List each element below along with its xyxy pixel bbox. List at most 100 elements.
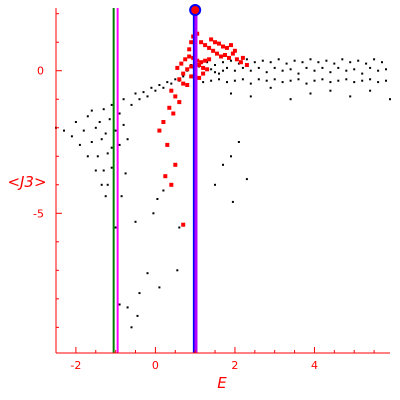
black-data-point (237, 141, 240, 143)
red-data-point (207, 45, 212, 50)
black-data-point (337, 79, 340, 82)
line-top-marker (189, 4, 202, 16)
black-data-point (78, 143, 81, 146)
black-data-point (230, 155, 232, 158)
black-data-point (245, 58, 248, 61)
x-tick-label: 2 (231, 359, 238, 372)
red-data-point (221, 44, 225, 49)
axes (55, 8, 390, 354)
red-data-point (183, 57, 188, 62)
black-data-point (70, 135, 73, 138)
black-data-point (265, 79, 268, 82)
black-data-point (230, 92, 232, 95)
red-data-point (207, 57, 212, 62)
black-data-point (297, 72, 300, 75)
red-data-point (171, 111, 176, 116)
black-data-point (365, 62, 368, 65)
black-data-point (74, 121, 77, 123)
black-data-point (281, 81, 284, 84)
black-data-point (146, 272, 149, 275)
black-data-point (353, 81, 356, 84)
black-data-point (369, 78, 372, 81)
black-data-point (233, 79, 236, 82)
vertical-reference-lines (112, 4, 202, 353)
red-data-point (187, 54, 192, 59)
black-data-point (118, 303, 121, 306)
black-data-point (301, 61, 304, 64)
black-data-point (114, 226, 117, 229)
black-data-point (389, 98, 391, 101)
black-data-point (257, 78, 260, 81)
red-data-point (213, 40, 217, 45)
black-data-point (106, 152, 109, 155)
red-data-point (201, 71, 206, 76)
black-data-point (377, 81, 380, 84)
black-data-point (257, 66, 260, 69)
black-data-point (293, 59, 296, 62)
y-tick-label: -5 (33, 207, 44, 220)
black-data-point (285, 62, 288, 65)
black-data-point (118, 112, 121, 115)
black-data-point (329, 81, 332, 84)
red-data-point (165, 142, 170, 147)
red-data-point (234, 57, 239, 62)
black-data-point (166, 81, 169, 84)
black-data-point (158, 286, 161, 289)
black-data-point (222, 163, 224, 166)
red-data-point (167, 105, 172, 110)
black-data-point (124, 172, 127, 175)
red-data-point (163, 174, 168, 179)
black-data-point (134, 220, 137, 223)
black-data-point (345, 78, 348, 81)
black-data-point (100, 138, 103, 141)
red-data-point (199, 60, 204, 65)
red-data-point (197, 63, 202, 67)
black-data-point (182, 75, 185, 78)
red-data-point (199, 40, 204, 45)
black-data-point (94, 126, 97, 129)
red-data-point (173, 162, 178, 167)
black-data-point (345, 69, 348, 72)
black-data-point (102, 169, 105, 172)
red-data-point (244, 63, 249, 67)
black-data-point (100, 183, 103, 186)
y-axis-label: <J3> (7, 173, 46, 191)
black-data-point (273, 78, 276, 81)
black-data-point (138, 292, 141, 295)
black-data-point (333, 62, 336, 65)
black-data-point (309, 92, 312, 95)
red-data-point (197, 75, 202, 80)
red-data-point (211, 48, 216, 53)
black-data-point (174, 78, 177, 81)
black-data-point (253, 61, 256, 64)
black-data-point (297, 78, 300, 81)
black-data-point (313, 79, 316, 82)
red-data-point (189, 74, 194, 79)
black-data-point (222, 61, 224, 64)
red-data-point (189, 40, 194, 45)
red-data-point (161, 120, 166, 124)
black-data-point (162, 86, 165, 89)
red-data-point (175, 65, 180, 70)
black-data-point (86, 115, 89, 118)
black-data-point (98, 121, 101, 123)
black-data-point (305, 66, 308, 69)
black-data-point (138, 98, 141, 101)
black-data-point (269, 61, 272, 64)
red-data-point (203, 43, 208, 48)
x-tick-label: 4 (311, 359, 318, 372)
black-data-point (226, 66, 228, 69)
black-data-point (210, 68, 213, 71)
red-data-point (169, 88, 174, 93)
black-data-point (329, 71, 332, 74)
red-data-point (157, 128, 162, 133)
black-data-point (108, 118, 111, 121)
black-data-point (126, 306, 129, 309)
black-data-point (377, 69, 380, 72)
black-data-point (337, 66, 340, 69)
black-data-point (158, 84, 161, 86)
red-point-series (157, 31, 249, 227)
x-tick-label: 0 (152, 359, 159, 372)
black-data-point (249, 82, 252, 85)
black-data-point (361, 72, 364, 75)
